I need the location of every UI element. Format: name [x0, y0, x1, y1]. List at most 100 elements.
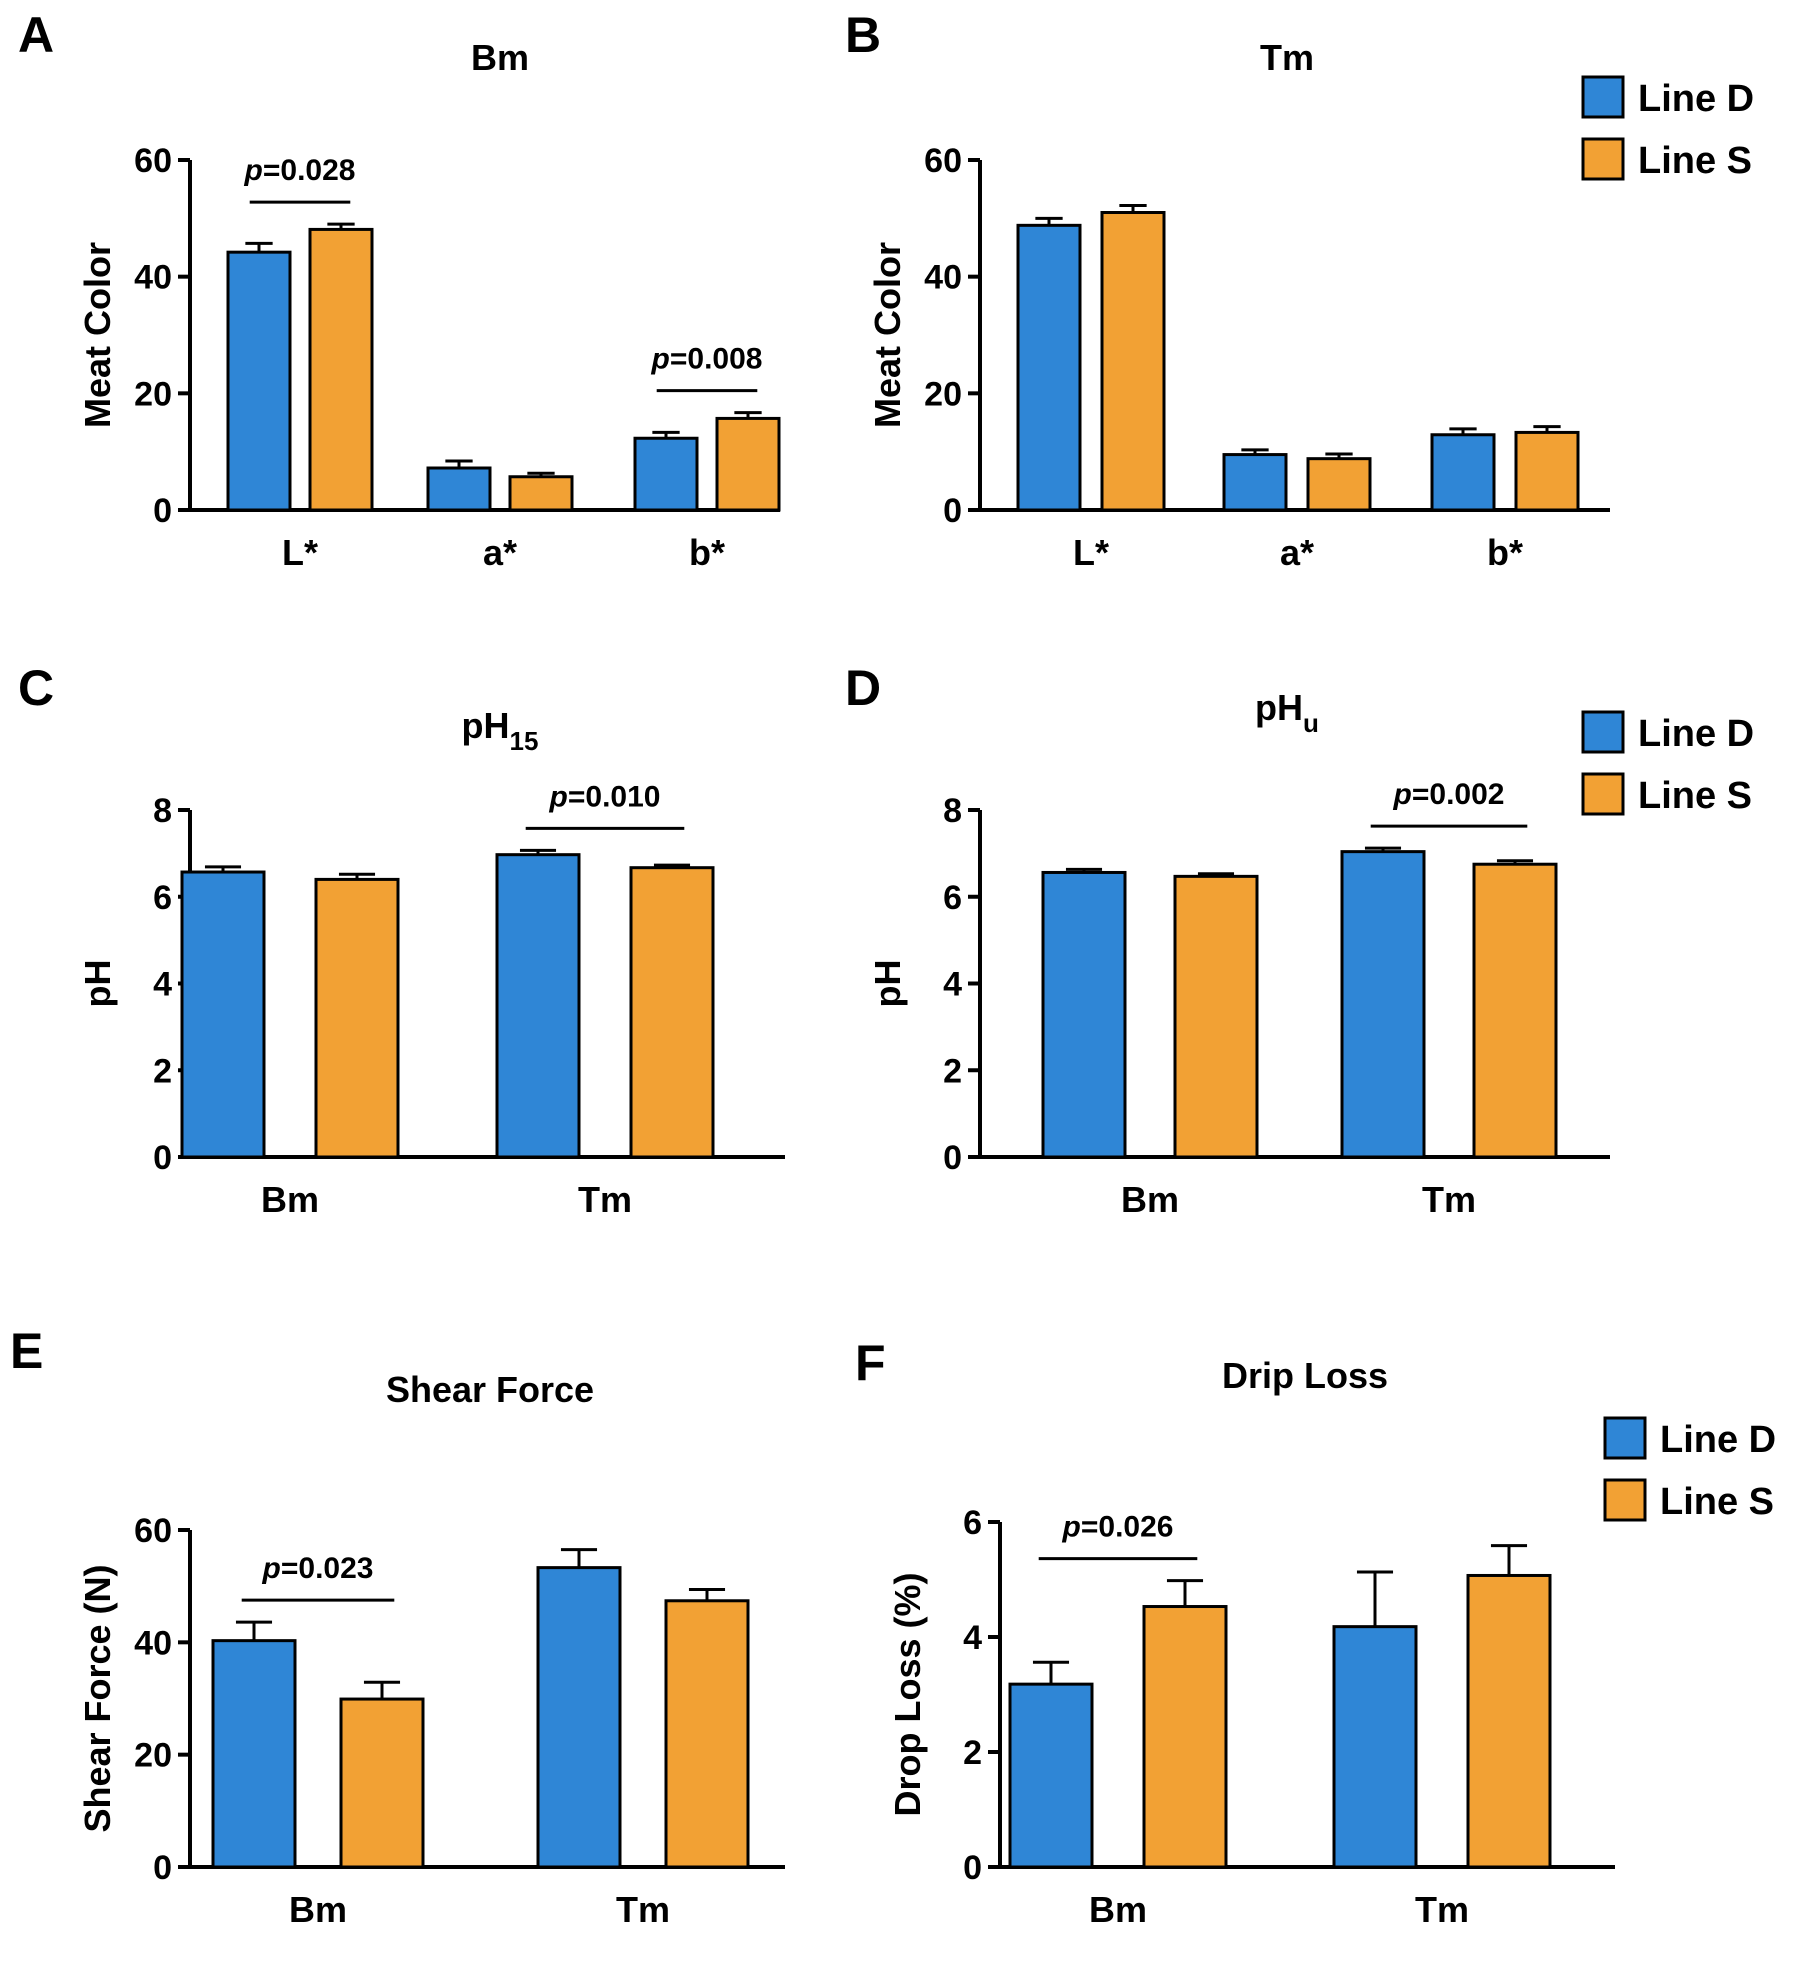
- x-category-label: a*: [1280, 532, 1314, 573]
- y-tick-label: 20: [924, 375, 962, 413]
- panel-letter: C: [18, 660, 54, 716]
- p-value-label: p=0.002: [1393, 778, 1505, 811]
- y-tick-label: 2: [963, 1734, 982, 1772]
- panel-a: A Bm 0 20 40 60 Meat Color L* a* b* p=0.028 p=0.008: [18, 7, 781, 573]
- y-axis-label: pH: [77, 960, 118, 1008]
- bar-line-s: [339, 1697, 425, 1869]
- y-tick-label: 60: [134, 142, 172, 180]
- y-tick-label: 40: [134, 1624, 172, 1662]
- y-tick-label: 8: [153, 792, 172, 830]
- y-tick-label: 0: [153, 1849, 172, 1887]
- panel-letter: F: [855, 1335, 886, 1391]
- x-category-label: Bm: [1089, 1889, 1147, 1930]
- x-category-label: b*: [689, 532, 725, 573]
- bar-line-s: [1472, 862, 1558, 1159]
- x-category-label: a*: [483, 532, 517, 573]
- bar-line-s: [1466, 1573, 1552, 1869]
- y-tick-label: 0: [963, 1849, 982, 1887]
- legend-label: Line D: [1638, 713, 1754, 755]
- bar-line-s: [715, 416, 781, 512]
- bar-line-d: [426, 466, 492, 512]
- p-value-label: p=0.008: [651, 343, 763, 376]
- bar-line-d: [1222, 453, 1288, 512]
- legend-label: Line D: [1660, 1419, 1776, 1461]
- bar-line-d: [633, 436, 699, 512]
- panel-title: Bm: [471, 37, 529, 78]
- y-axis-label: Drop Loss (%): [887, 1572, 928, 1816]
- y-tick-label: 0: [153, 492, 172, 530]
- bar-line-d: [1008, 1682, 1094, 1869]
- legend-swatch: [1581, 710, 1625, 754]
- y-tick-label: 40: [134, 259, 172, 297]
- bar-line-d: [1332, 1625, 1418, 1869]
- p-value-label: p=0.028: [244, 154, 356, 187]
- panel-e: E Shear Force 0 20 40 60 Shear Force (N) Bm Tm p=…: [10, 1323, 785, 1930]
- y-axis-label: Meat Color: [867, 242, 908, 428]
- legend-swatch: [1581, 75, 1625, 119]
- legend-swatch: [1581, 137, 1625, 181]
- bar-line-s: [1100, 211, 1166, 512]
- bar-line-d: [180, 870, 266, 1159]
- y-tick-label: 6: [943, 879, 962, 917]
- bar-line-d: [211, 1639, 297, 1869]
- y-tick-label: 20: [134, 1737, 172, 1775]
- panel-f: F Drip Loss 0 2 4 6 Drop Loss (%) Bm Tm p=0.026 Li…: [855, 1335, 1776, 1930]
- bar-line-s: [629, 866, 715, 1159]
- y-axis-label: Meat Color: [77, 242, 118, 428]
- panel-title: pHu: [1255, 687, 1319, 738]
- bar-line-s: [664, 1599, 750, 1869]
- bar-line-s: [314, 877, 400, 1159]
- bar-line-s: [1306, 457, 1372, 512]
- y-tick-label: 2: [153, 1052, 172, 1090]
- legend-label: Line S: [1638, 140, 1752, 182]
- bar-line-s: [508, 475, 574, 512]
- y-tick-label: 8: [943, 792, 962, 830]
- y-tick-label: 0: [943, 492, 962, 530]
- y-axis-label: pH: [867, 960, 908, 1008]
- legend-swatch: [1603, 1478, 1647, 1522]
- y-axis-label: Shear Force (N): [77, 1564, 118, 1832]
- p-value-label: p=0.010: [549, 780, 661, 813]
- panel-letter: B: [845, 7, 881, 63]
- x-category-label: L*: [1073, 532, 1109, 573]
- y-tick-label: 0: [153, 1139, 172, 1177]
- y-tick-label: 0: [943, 1139, 962, 1177]
- legend: Line D Line S: [1581, 75, 1754, 182]
- x-category-label: Bm: [289, 1889, 347, 1930]
- bar-line-d: [495, 853, 581, 1159]
- panel-title: Tm: [1260, 37, 1314, 78]
- x-category-label: Tm: [578, 1179, 632, 1220]
- legend: Line D Line S: [1581, 710, 1754, 817]
- x-category-label: L*: [282, 532, 318, 573]
- legend-swatch: [1603, 1416, 1647, 1460]
- y-tick-label: 40: [924, 259, 962, 297]
- x-category-label: Tm: [616, 1889, 670, 1930]
- panel-letter: A: [18, 7, 54, 63]
- bar-line-d: [1430, 433, 1496, 512]
- bar-line-s: [1514, 430, 1580, 512]
- y-tick-label: 60: [134, 1512, 172, 1550]
- x-category-label: Bm: [261, 1179, 319, 1220]
- panel-letter: E: [10, 1323, 43, 1379]
- y-tick-label: 4: [963, 1619, 982, 1657]
- bar-line-d: [1016, 223, 1082, 512]
- panel-b: B Tm 0 20 40 60 Meat Color L* a* b* Line D Line S: [845, 7, 1754, 573]
- y-tick-label: 4: [153, 966, 172, 1004]
- bar-line-d: [1041, 870, 1127, 1159]
- panel-title: Shear Force: [386, 1369, 594, 1410]
- x-category-label: Tm: [1422, 1179, 1476, 1220]
- y-tick-label: 6: [963, 1504, 982, 1542]
- y-tick-label: 60: [924, 142, 962, 180]
- panel-title: pH15: [462, 705, 539, 756]
- legend-label: Line S: [1660, 1481, 1774, 1523]
- bar-line-d: [1340, 850, 1426, 1159]
- y-tick-label: 20: [134, 375, 172, 413]
- bar-line-d: [536, 1566, 622, 1869]
- panel-title: Drip Loss: [1222, 1355, 1388, 1396]
- legend-label: Line S: [1638, 775, 1752, 817]
- legend-label: Line D: [1638, 78, 1754, 120]
- legend-swatch: [1581, 772, 1625, 816]
